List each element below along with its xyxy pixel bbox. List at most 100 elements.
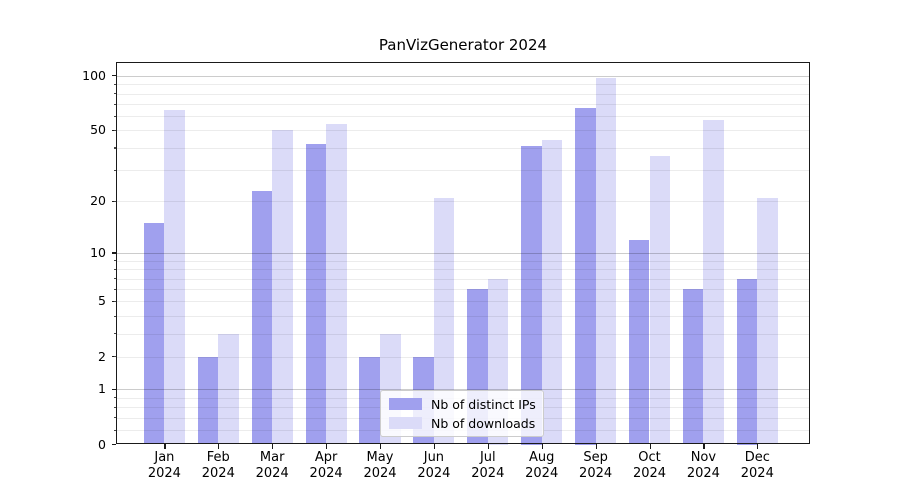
y-tick-mark-minor	[113, 356, 116, 358]
x-tick-label-aug: Aug 2024	[525, 450, 559, 481]
gridline-minor	[117, 356, 809, 358]
y-tick-label-10: 10	[90, 245, 106, 260]
bar-downloads-oct	[649, 156, 671, 445]
x-tick-mark	[487, 444, 489, 449]
bar-distinct-ips-aug	[521, 146, 542, 445]
y-tick-label-20: 20	[90, 193, 106, 209]
x-tick-label-dec: Dec 2024	[740, 450, 774, 481]
bar-downloads-feb	[218, 333, 239, 445]
y-tick-mark-minor	[113, 300, 116, 303]
y-tick-mark-minor	[113, 278, 116, 280]
legend-swatch-distinct-ips	[389, 397, 422, 411]
y-tick-mark-minor	[113, 268, 116, 270]
bar-distinct-ips-nov	[682, 289, 704, 445]
bar-downloads-apr	[326, 124, 347, 445]
y-tick-mark	[111, 388, 116, 390]
gridline-minor	[117, 201, 809, 203]
x-tick-label-feb: Feb 2024	[201, 450, 235, 481]
gridline-major	[117, 75, 809, 77]
x-tick-label-jun: Jun 2024	[417, 450, 451, 481]
bar-downloads-mar	[272, 130, 293, 445]
y-tick-mark-minor	[113, 333, 116, 335]
y-tick-mark-minor	[113, 429, 116, 431]
x-tick-mark	[433, 444, 436, 449]
bar-distinct-ips-dec	[736, 278, 758, 445]
y-tick-mark	[111, 252, 116, 254]
bar-downloads-sep	[595, 78, 617, 445]
bar-downloads-jun	[433, 197, 455, 445]
gridline-minor	[117, 301, 809, 303]
gridline-minor	[117, 130, 809, 132]
y-tick-label-0: 0	[98, 436, 106, 452]
bar-downloads-nov	[703, 120, 724, 445]
x-tick-label-nov: Nov 2024	[686, 450, 720, 481]
y-tick-mark	[111, 75, 116, 77]
y-tick-mark-minor	[113, 406, 116, 408]
gridline-minor	[117, 93, 809, 95]
chart-title: PanVizGenerator 2024	[378, 36, 548, 54]
gridline-minor	[117, 333, 809, 335]
gridline-minor	[117, 170, 809, 172]
x-tick-mark	[218, 444, 220, 449]
y-tick-mark-minor	[113, 288, 116, 290]
bar-distinct-ips-oct	[628, 239, 650, 445]
y-tick-mark-minor	[113, 93, 116, 95]
gridline-minor	[117, 260, 809, 262]
x-tick-mark	[541, 444, 543, 449]
bar-downloads-jan	[164, 109, 185, 445]
y-tick-mark-minor	[113, 260, 116, 262]
y-tick-mark-minor	[113, 169, 116, 171]
x-tick-mark	[164, 444, 166, 449]
legend-label-distinct-ips: Nb of distinct IPs	[431, 396, 536, 412]
x-tick-mark	[649, 444, 651, 449]
legend: Nb of distinct IPs Nb of downloads	[380, 390, 544, 437]
legend-label-downloads: Nb of downloads	[431, 415, 536, 431]
x-tick-label-apr: Apr 2024	[309, 450, 343, 481]
x-tick-label-mar: Mar 2024	[255, 450, 289, 481]
bar-distinct-ips-apr	[305, 144, 327, 445]
x-tick-mark	[272, 444, 274, 449]
gridline-minor	[117, 316, 809, 317]
legend-swatch-downloads	[389, 416, 422, 430]
gridline-major	[117, 389, 809, 391]
y-tick-label-50: 50	[90, 122, 106, 138]
y-tick-mark-minor	[113, 397, 116, 399]
gridline-minor	[117, 278, 809, 280]
y-tick-mark	[111, 444, 116, 446]
bar-distinct-ips-mar	[251, 190, 273, 445]
bar-distinct-ips-feb	[197, 356, 219, 445]
x-tick-label-jan: Jan 2024	[147, 450, 181, 481]
x-tick-label-sep: Sep 2024	[579, 450, 613, 481]
legend-row-downloads: Nb of downloads	[389, 416, 535, 431]
gridline-minor	[117, 289, 809, 291]
gridline-major	[117, 253, 809, 254]
bar-distinct-ips-jan	[143, 223, 165, 445]
y-tick-mark-minor	[113, 417, 116, 419]
legend-row-distinct-ips: Nb of distinct IPs	[389, 396, 536, 412]
x-tick-label-oct: Oct 2024	[632, 450, 667, 481]
y-tick-mark-minor	[113, 315, 116, 317]
x-tick-label-jul: Jul 2024	[471, 450, 505, 481]
x-tick-mark	[595, 444, 597, 449]
x-tick-mark	[703, 444, 705, 449]
bar-downloads-dec	[757, 197, 778, 445]
gridline-minor	[117, 104, 809, 105]
bar-downloads-aug	[541, 140, 563, 445]
x-tick-mark	[326, 444, 328, 449]
x-tick-label-may: May 2024	[363, 450, 397, 481]
y-tick-label-2: 2	[98, 348, 106, 364]
gridline-minor	[117, 147, 809, 149]
gridline-minor	[117, 116, 809, 118]
y-tick-mark-minor	[113, 147, 116, 149]
bar-distinct-ips-sep	[575, 107, 596, 445]
y-tick-label-100: 100	[82, 67, 106, 83]
y-tick-mark-minor	[113, 103, 116, 105]
y-tick-mark-minor	[113, 129, 116, 132]
y-tick-mark-minor	[113, 115, 116, 117]
y-tick-label-5: 5	[98, 293, 106, 309]
gridline-minor	[117, 269, 809, 270]
bar-distinct-ips-may	[359, 356, 380, 445]
y-tick-mark-minor	[113, 200, 116, 202]
x-tick-mark	[757, 444, 759, 449]
